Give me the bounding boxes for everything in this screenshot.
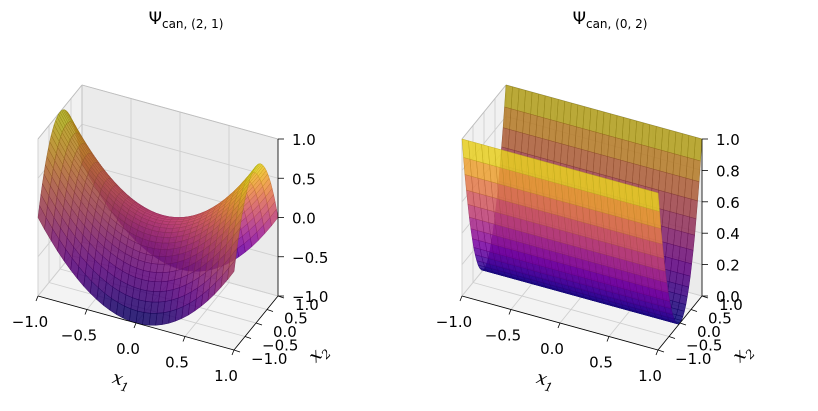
x-tick-mark [182,336,186,342]
surface-facet [693,136,703,162]
x-tick-mark [655,349,659,356]
z-tick-label: 0.0 [716,288,740,306]
y-tick-label: −0.5 [686,337,722,355]
chart-title: Ψcan, (0, 2) [573,9,648,31]
surface-facet [682,274,691,288]
z-tick-label: 1.0 [292,131,316,149]
y-tick-mark [679,322,687,326]
y-tick-mark [668,336,676,339]
surface-facet [692,158,701,182]
y-tick-label: 0.5 [708,310,732,328]
z-tick-label: 0.2 [716,257,740,275]
x-tick-label: 0.0 [540,340,564,358]
grid-line [81,123,279,179]
y-tick-label: 1.0 [719,296,743,314]
y-tick-label: 0.0 [697,323,721,341]
surface-facet [651,190,660,212]
surface-facet [689,198,698,220]
x-tick-mark [231,349,235,356]
x-tick-label: −1.0 [12,313,48,331]
y-tick-mark [690,309,698,312]
x-tick-label: −1.0 [436,313,472,331]
y-tick-label: 0.5 [284,310,308,328]
y-tick-label: 1.0 [295,296,319,314]
surface-facet [654,226,663,245]
surface-facet [684,248,694,265]
z-tick-label: 0.8 [716,162,740,180]
z-tick-label: 0.6 [716,194,740,212]
x-tick-label: 0.5 [589,354,613,372]
x-tick-label: 1.0 [214,367,238,385]
x-tick-mark [606,336,610,342]
z-tick-label: −0.5 [292,249,328,267]
y-tick-label: −1.0 [675,350,711,368]
pane-edge [81,84,279,140]
surface-facet [687,216,697,236]
x-tick-mark [508,309,512,315]
panel-right: −1.0−0.50.00.51.0−1.0−0.50.00.51.00.00.2… [436,9,758,395]
x-tick-label: 1.0 [638,367,662,385]
pane-edge [461,84,507,140]
surface-facet [652,209,662,229]
z-tick-label: 1.0 [716,131,740,149]
surface-facet [686,233,695,251]
z-tick-label: 0.4 [716,225,740,243]
x-tick-label: 0.5 [165,354,189,372]
surface-facet [690,179,700,202]
x-tick-label: −0.5 [485,327,521,345]
z-tick-label: 0.5 [292,170,316,188]
z-tick-label: −1.0 [292,288,328,306]
x-axis-label: x1 [533,367,556,395]
x-tick-mark [459,295,463,302]
grid-line [472,282,670,337]
y-tick-label: 0.0 [273,323,297,341]
y-tick-label: −1.0 [251,350,287,368]
y-tick-mark [255,322,263,326]
surface-facet [683,261,692,277]
surface-facet [227,258,236,281]
y-axis-label: x2 [728,339,758,369]
x-tick-mark [35,295,39,302]
y-tick-label: −0.5 [262,337,298,355]
x-axis-label: x1 [109,367,132,395]
panel-left: −1.0−0.50.00.51.0−1.0−0.50.00.51.0−1.0−0… [12,9,334,395]
x-tick-mark [557,322,561,329]
x-tick-label: −0.5 [61,327,97,345]
y-axis-label: x2 [304,339,334,369]
x-tick-mark [84,309,88,315]
z-tick-label: 0.0 [292,210,316,228]
surface [461,84,703,325]
y-tick-mark [266,309,274,312]
x-tick-label: 0.0 [116,340,140,358]
y-tick-mark [657,349,665,353]
x-tick-mark [133,322,137,329]
y-tick-mark [244,336,252,339]
y-tick-mark [233,349,241,353]
chart-title: Ψcan, (2, 1) [149,9,224,31]
surface [37,109,279,326]
